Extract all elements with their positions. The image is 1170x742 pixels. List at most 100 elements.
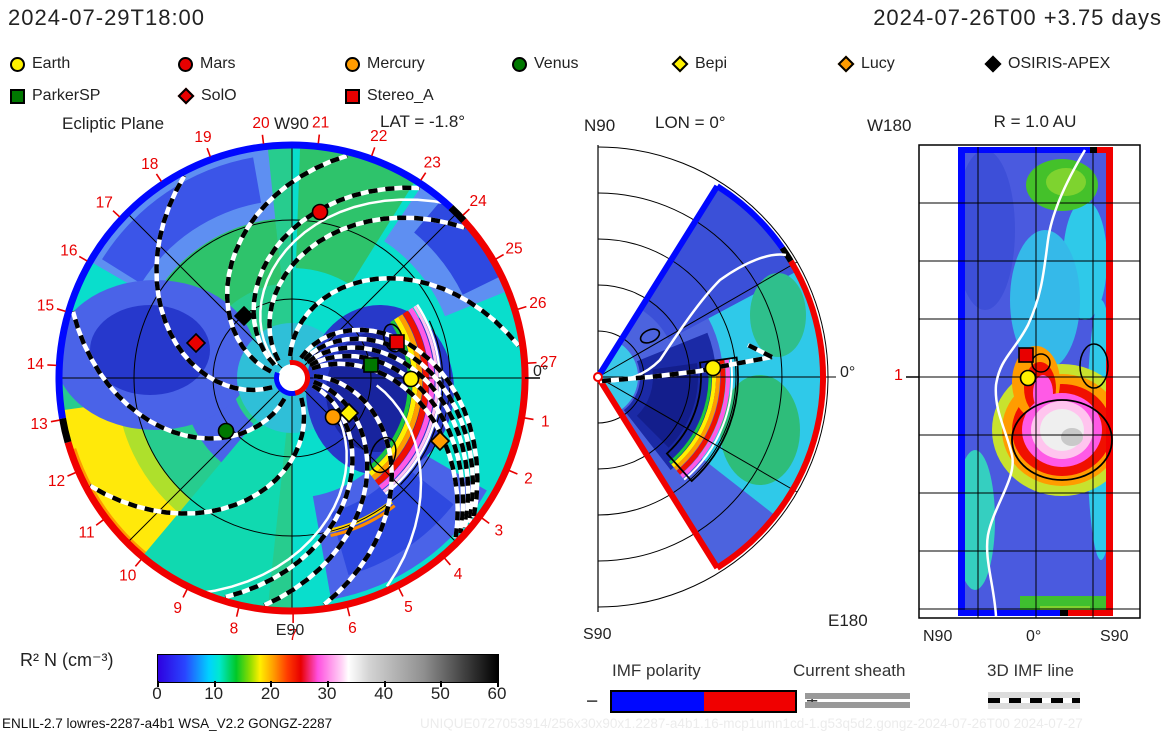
svg-text:16: 16 [60, 243, 77, 260]
current-sheath-sample-top [805, 693, 910, 699]
radial-contours [1011, 343, 1113, 481]
lucy-marker-icon [837, 55, 855, 73]
mercury-marker-icon [345, 56, 360, 72]
ecliptic-w90-label: W90 [274, 114, 309, 133]
svg-text:8: 8 [230, 620, 239, 637]
meridional-grid-arcs [597, 146, 829, 608]
colorbar-tick-mark [213, 681, 216, 687]
ecliptic-zero-label: 0° [533, 363, 549, 380]
svg-text:14: 14 [27, 356, 45, 373]
ecliptic-imf-lines [70, 153, 521, 608]
ecliptic-polarity-rim [55, 141, 529, 615]
legend-item-venus: Venus [512, 55, 578, 73]
ecliptic-e90-label: E90 [275, 622, 305, 639]
imf-polarity-bar [610, 690, 797, 713]
run-id: UNIQUE0727053914/256x30x90x1.2287-a4b1.1… [420, 716, 1083, 731]
svg-text:19: 19 [194, 129, 211, 146]
colorbar-tick-mark [440, 681, 443, 687]
imf-line-sample [988, 692, 1080, 709]
legend-item-mars: Mars [178, 55, 236, 73]
colorbar-tick: 40 [374, 684, 394, 703]
legend-label: Earth [32, 55, 71, 72]
legend-item-osiris-apex: OSIRIS-APEX [984, 55, 1111, 73]
svg-text:4: 4 [454, 566, 463, 583]
legend-item-bepi: Bepi [671, 55, 727, 73]
colorbar-tick-mark [270, 681, 273, 687]
imf-line-label: 3D IMF line [987, 661, 1074, 680]
svg-text:26: 26 [529, 295, 546, 312]
legend-label: SolO [201, 87, 237, 104]
svg-text:12: 12 [48, 473, 65, 490]
ecliptic-title: Ecliptic Plane [62, 114, 165, 133]
legend-item-mercury: Mercury [345, 55, 425, 73]
venus-marker-icon [512, 56, 527, 72]
legend-label: Mercury [367, 55, 425, 72]
svg-text:24: 24 [469, 193, 487, 210]
radial-xaxis-n90: N90 [923, 628, 953, 645]
meridional-n90-label: N90 [584, 116, 616, 135]
radial-e180-label: E180 [828, 611, 868, 630]
svg-text:10: 10 [119, 568, 137, 585]
current-sheath-label: Current sheath [793, 661, 906, 680]
radial-w180-label: W180 [867, 116, 912, 135]
sun-symbol [274, 360, 310, 396]
meridional-polarity-edges [595, 183, 826, 571]
svg-text:2: 2 [524, 471, 533, 488]
colorbar-tick: 30 [317, 684, 337, 703]
parkersp-marker-icon [10, 88, 25, 104]
colorbar-tick: 0 [152, 684, 162, 703]
meridional-lon-label: LON = 0° [655, 113, 726, 132]
svg-text:5: 5 [404, 599, 413, 616]
osiris-apex-marker-icon [984, 55, 1002, 73]
meridional-markers [704, 359, 722, 377]
sun-apex [593, 372, 603, 382]
mars-marker-icon [178, 56, 193, 72]
colorbar-tick-mark [157, 681, 159, 687]
meridional-contours [639, 328, 739, 483]
legend-item-earth: Earth [10, 55, 70, 73]
colorbar-tick: 60 [487, 684, 507, 703]
radial-xaxis-zero: 0° [1026, 628, 1042, 645]
radial-xaxis-s90: S90 [1100, 628, 1129, 645]
radial-density-field [958, 147, 1113, 616]
imf-line-sample-dashes [988, 698, 1080, 703]
bepi-marker-icon [671, 55, 689, 73]
svg-text:22: 22 [370, 128, 387, 145]
earth-marker-icon [10, 56, 25, 72]
timestamp-current: 2024-07-29T18:00 [8, 5, 206, 30]
legend-label: Lucy [861, 55, 895, 72]
legend-label: OSIRIS-APEX [1008, 55, 1111, 72]
imf-negative-swatch [612, 692, 704, 711]
solo-marker-icon [177, 87, 195, 105]
meridional-s90-label: S90 [583, 626, 612, 643]
timestamp-start: 2024-07-26T00 +3.75 days [873, 5, 1162, 30]
imf-minus-sign: − [586, 690, 599, 713]
colorbar-tick: 10 [204, 684, 224, 703]
svg-text:21: 21 [312, 115, 329, 132]
colorbar-label: R² N (cm⁻³) [20, 650, 114, 670]
svg-text:9: 9 [173, 600, 182, 617]
radial-current-sheet-line [985, 149, 1087, 617]
colorbar-tick-mark [383, 681, 386, 687]
ecliptic-markers [185, 203, 451, 452]
colorbar-tick-mark [497, 681, 499, 687]
legend-item-parkersp: ParkerSP [10, 87, 100, 105]
svg-text:13: 13 [30, 416, 47, 433]
svg-text:15: 15 [37, 297, 54, 314]
imf-polarity-label: IMF polarity [612, 661, 701, 680]
model-info: ENLIL-2.7 lowres-2287-a4b1 WSA_V2.2 GONG… [2, 716, 333, 731]
svg-text:7: 7 [289, 627, 298, 644]
radial-r-tick-label: 1 [894, 367, 903, 384]
svg-text:1: 1 [541, 413, 550, 430]
svg-text:17: 17 [96, 195, 113, 212]
legend-label: Venus [534, 55, 579, 72]
current-sheath-sample-bottom [805, 702, 910, 708]
legend-item-solo: SolO [177, 87, 237, 105]
legend-label: Stereo_A [367, 87, 434, 104]
meridional-zero-label: 0° [840, 364, 856, 381]
radial-title: R = 1.0 AU [993, 112, 1077, 131]
svg-text:27: 27 [540, 354, 557, 371]
svg-text:6: 6 [348, 620, 357, 637]
